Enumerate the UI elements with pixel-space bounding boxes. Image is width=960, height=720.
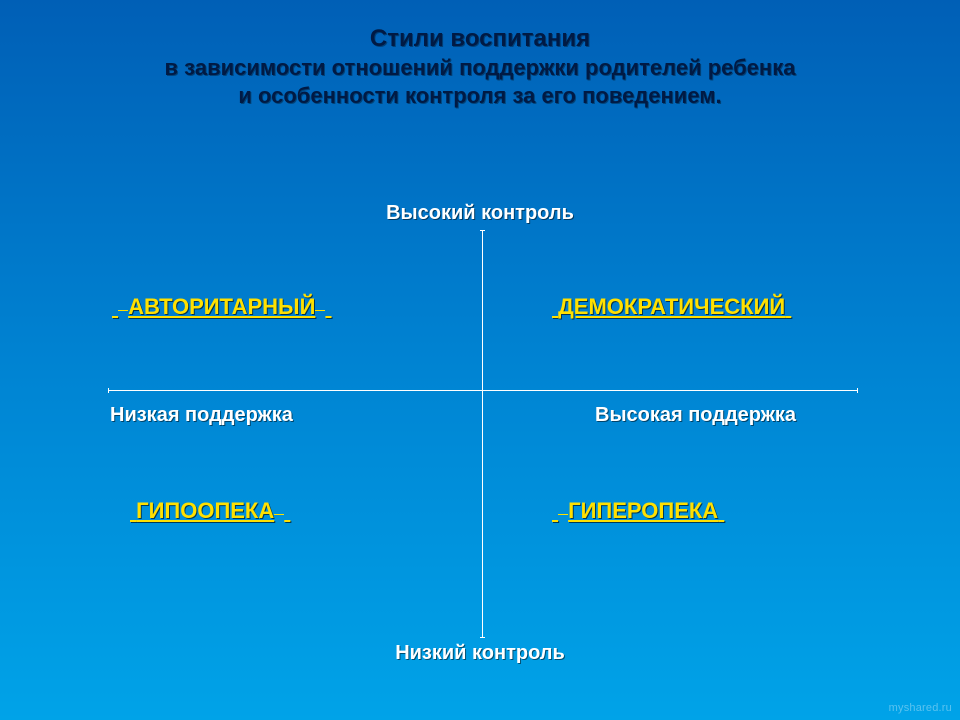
quadrant-top-left-text: АВТОРИТАРНЫЙ [128,294,315,319]
axis-label-right: Высокая поддержка [595,404,796,427]
watermark: myshared.ru [889,702,952,714]
vertical-axis [482,230,483,638]
axis-label-left: Низкая поддержка [110,404,293,427]
quadrant-bottom-left-link[interactable]: ГИПООПЕКА [130,498,290,524]
axis-label-bottom: Низкий контроль [0,642,960,665]
slide: Стили воспитания в зависимости отношений… [0,0,960,720]
quadrant-top-left-link[interactable]: АВТОРИТАРНЫЙ [112,294,332,320]
axis-label-top: Высокий контроль [0,202,960,225]
link-underline-lead-icon [558,514,568,515]
axis-tick-top [480,230,485,231]
title-block: Стили воспитания в зависимости отношений… [0,24,960,109]
quadrant-bottom-right-link[interactable]: ГИПЕРОПЕКА [552,498,724,524]
quadrant-top-right-text: ДЕМОКРАТИЧЕСКИЙ [558,294,785,319]
title-line-3: и особенности контроля за его поведением… [60,82,900,110]
link-underline-trail-icon [315,310,325,311]
link-underline-trail-icon [274,514,284,515]
axis-tick-right [857,388,858,393]
horizontal-axis [108,390,858,391]
axis-tick-left [108,388,109,393]
quadrant-bottom-right-text: ГИПЕРОПЕКА [568,498,718,523]
axis-tick-bottom [480,637,485,638]
title-line-2: в зависимости отношений поддержки родите… [60,54,900,82]
quadrant-top-right-link[interactable]: ДЕМОКРАТИЧЕСКИЙ [552,294,791,320]
quadrant-bottom-left-text: ГИПООПЕКА [136,498,274,523]
title-line-1: Стили воспитания [60,24,900,54]
link-underline-lead-icon [118,310,128,311]
